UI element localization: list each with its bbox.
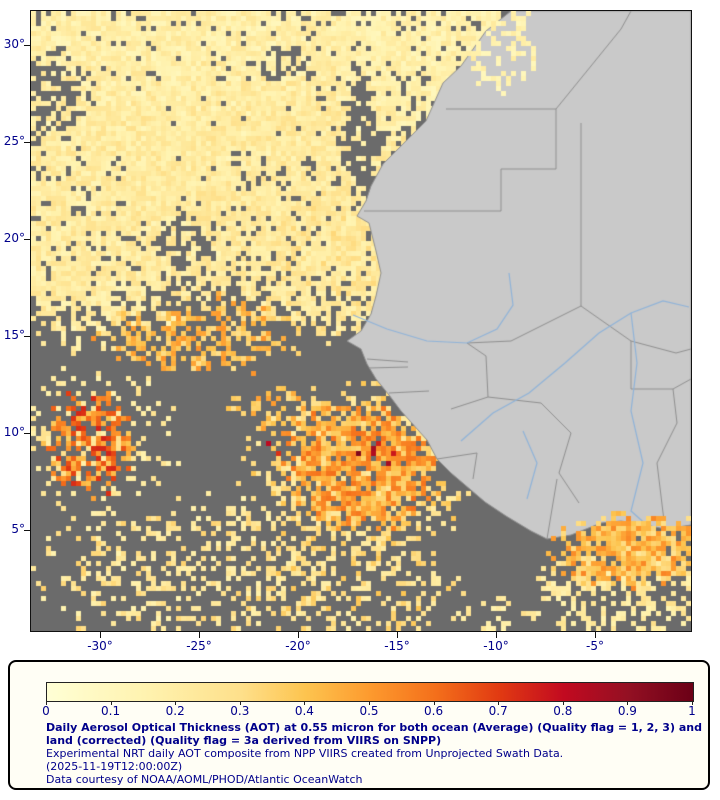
- x-axis-tick-label: -10°: [483, 639, 509, 653]
- colorbar-tick-label: 0.9: [617, 704, 637, 718]
- x-axis-tick-label: -20°: [285, 639, 311, 653]
- colorbar-tick-label: 0: [42, 704, 50, 718]
- x-axis-tick-mark: [496, 632, 497, 638]
- y-axis-tick-label: 25°: [3, 134, 25, 148]
- legend-caption-timestamp: (2025-11-19T12:00:00Z): [46, 760, 183, 773]
- legend-box: Daily Aerosol Optical Thickness (AOT) at…: [8, 660, 710, 790]
- y-axis-tick-mark: [24, 336, 30, 337]
- colorbar-tick-mark: [498, 701, 500, 705]
- x-axis-tick-label: -25°: [186, 639, 212, 653]
- colorbar-tick-mark: [369, 701, 370, 705]
- x-axis-tick-mark: [595, 632, 596, 638]
- y-axis-tick-label: 20°: [3, 231, 25, 245]
- y-axis-tick-mark: [24, 530, 30, 531]
- y-axis-tick-label: 15°: [3, 328, 25, 342]
- colorbar-tick-mark: [110, 701, 112, 705]
- colorbar-tick-label: 0.6: [424, 704, 444, 718]
- y-axis-tick-label: 30°: [3, 37, 25, 51]
- map-canvas: [31, 11, 691, 631]
- colorbar-tick-label: 0.4: [294, 704, 314, 718]
- x-axis-tick-mark: [298, 632, 299, 638]
- colorbar-tick-label: 0.8: [553, 704, 573, 718]
- legend-captions: Daily Aerosol Optical Thickness (AOT) at…: [46, 721, 702, 786]
- colorbar-tick-mark: [304, 701, 306, 705]
- x-axis-tick-mark: [397, 632, 398, 638]
- legend-caption-title: Daily Aerosol Optical Thickness (AOT) at…: [46, 721, 702, 747]
- map-frame: [30, 10, 692, 632]
- y-axis-tick-label: 10°: [3, 425, 25, 439]
- colorbar-tick-label: 1: [688, 704, 696, 718]
- colorbar-tick-mark: [433, 701, 435, 705]
- colorbar-tick-label: 0.7: [488, 704, 508, 718]
- colorbar-tick-mark: [692, 701, 693, 705]
- colorbar-tick-mark: [627, 701, 629, 705]
- x-axis-tick-label: -5°: [586, 639, 604, 653]
- colorbar-tick-label: 0.5: [359, 704, 379, 718]
- legend-caption-description: Experimental NRT daily AOT composite fro…: [46, 747, 564, 760]
- x-axis-tick-mark: [199, 632, 200, 638]
- colorbar-tick-label: 0.1: [101, 704, 121, 718]
- colorbar: [46, 682, 694, 702]
- colorbar-tick-label: 0.3: [230, 704, 250, 718]
- x-axis-tick-mark: [100, 632, 101, 638]
- y-axis-tick-mark: [24, 433, 30, 434]
- x-axis-tick-label: -15°: [384, 639, 410, 653]
- colorbar-tick-mark: [46, 701, 47, 705]
- y-axis-tick-mark: [24, 142, 30, 143]
- y-axis-tick-label: 5°: [11, 522, 25, 536]
- y-axis-tick-mark: [24, 45, 30, 46]
- colorbar-tick-mark: [175, 701, 177, 705]
- colorbar-tick-mark: [562, 701, 564, 705]
- y-axis-tick-mark: [24, 239, 30, 240]
- colorbar-tick-mark: [239, 701, 241, 705]
- x-axis-tick-label: -30°: [87, 639, 113, 653]
- legend-caption-credit: Data courtesy of NOAA/AOML/PHOD/Atlantic…: [46, 773, 363, 786]
- colorbar-tick-label: 0.2: [165, 704, 185, 718]
